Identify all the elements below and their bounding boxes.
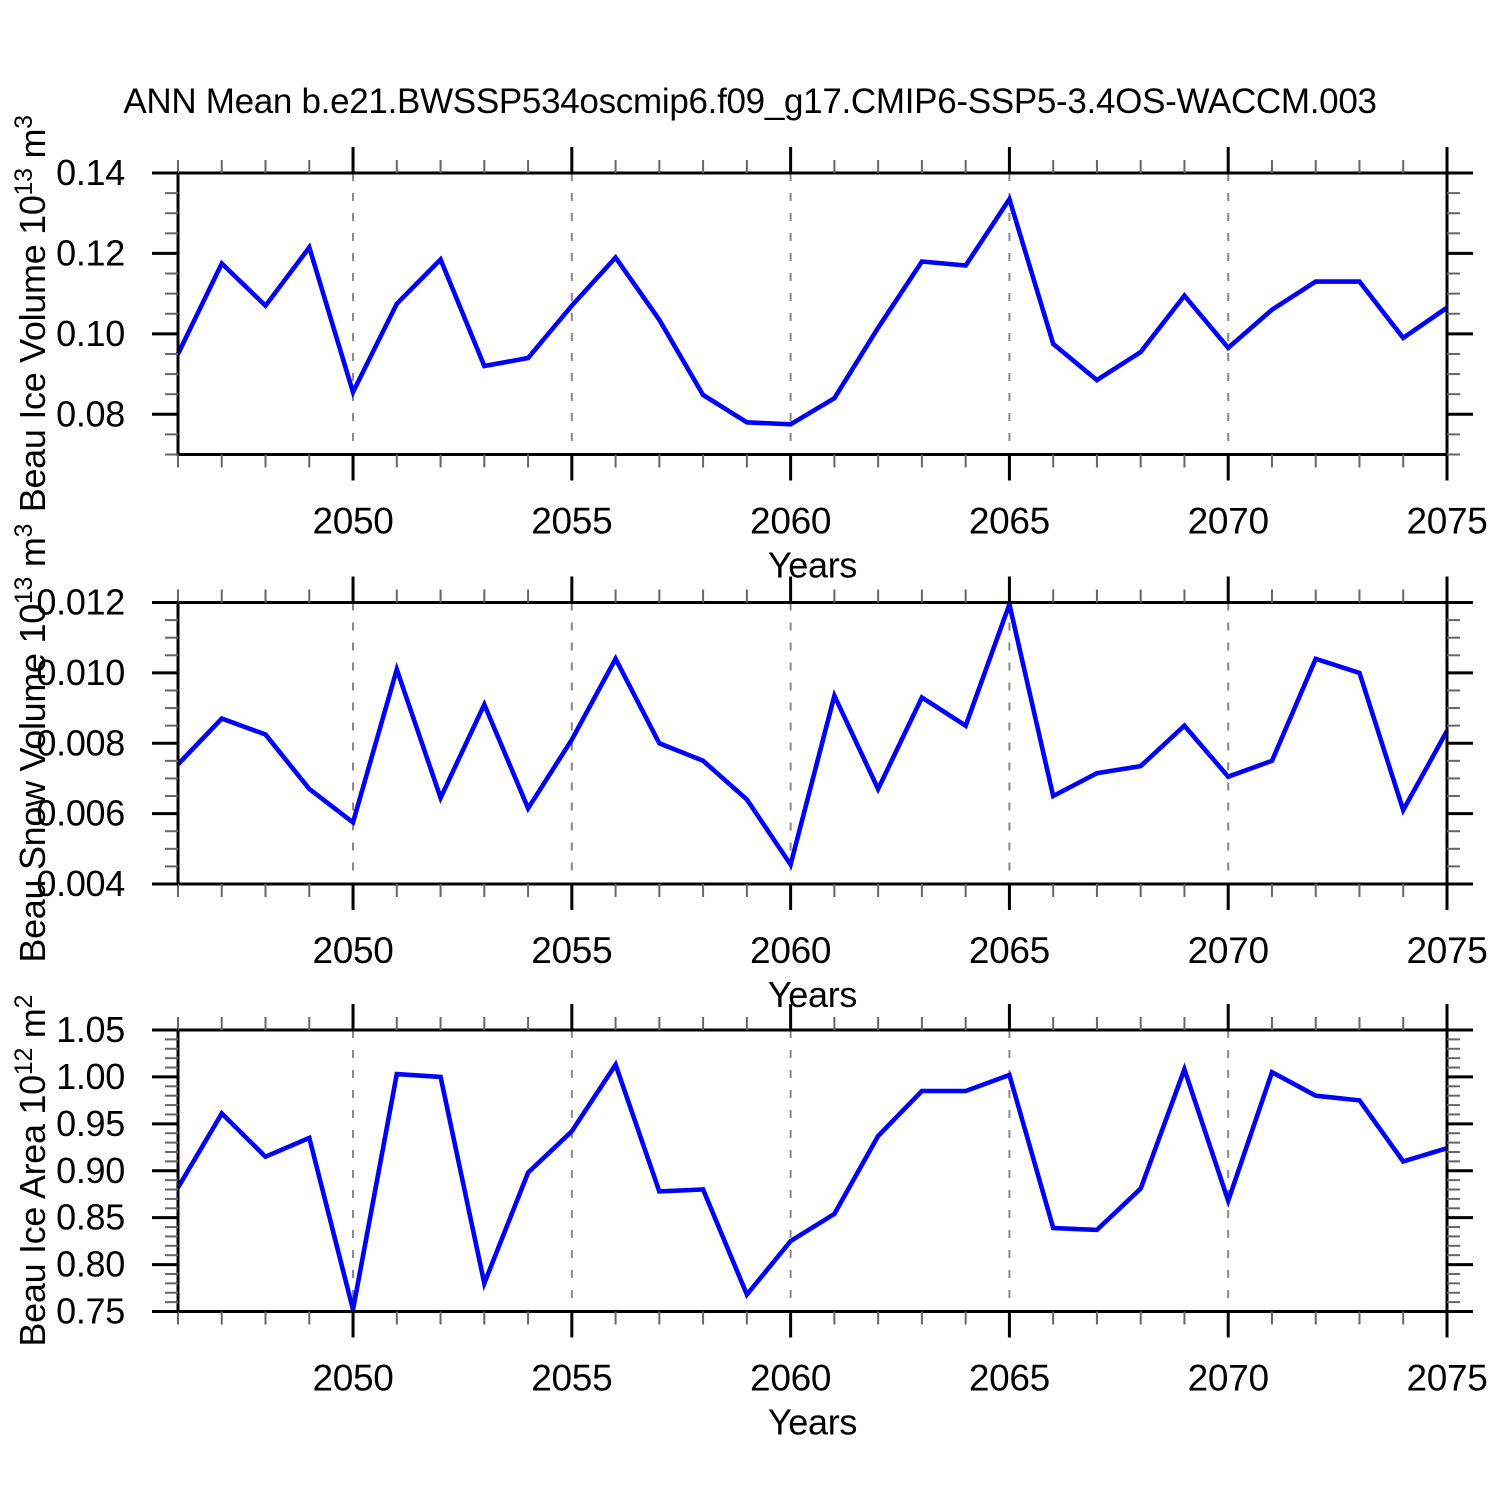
x-tick-label: 2050: [312, 501, 393, 542]
x-tick-label: 2055: [531, 501, 612, 542]
data-line-beau-snow-volume: [176, 596, 1450, 871]
x-tick-label: 2070: [1188, 501, 1269, 542]
y-axis-title: Beau Ice Area 1012 m2: [10, 995, 53, 1347]
y-axis-title: Beau Snow Volume 1013 m3: [10, 524, 53, 963]
y-tick-label: 0.008: [36, 722, 125, 763]
y-tick-label: 0.010: [36, 652, 125, 693]
y-tick-label: 0.85: [56, 1197, 125, 1238]
data-line-beau-ice-volume: [175, 193, 1449, 427]
y-tick-label: 0.08: [56, 393, 125, 434]
data-line-beau-ice-area: [176, 1059, 1448, 1321]
y-tick-label: 0.006: [36, 793, 125, 834]
x-tick-label: 2060: [750, 501, 831, 542]
x-axis-title: Years: [768, 974, 857, 1015]
x-tick-label: 2060: [750, 1358, 831, 1399]
plot-frame: [176, 601, 1449, 886]
x-tick-label: 2050: [312, 930, 393, 971]
y-tick-label: 1.05: [56, 1009, 125, 1050]
chart-beau-ice-area: 0.75 0.80 0.85 0.90 0.95 1.00 1.05 2050 2055 2060…: [10, 995, 1488, 1443]
figure-title: ANN Mean b.e21.BWSSP534oscmip6.f09_g17.C…: [123, 82, 1376, 121]
x-tick-label: 2075: [1406, 1358, 1487, 1399]
x-tick-label: 2065: [969, 930, 1050, 971]
y-tick-label: 0.10: [56, 313, 125, 354]
charts-group: 0.08 0.10 0.12 0.14 2050 2055 2060 2065 2070 2075…: [10, 115, 1488, 1442]
y-tick-label: 0.95: [56, 1103, 125, 1144]
chart-beau-snow-volume: 0.004 0.006 0.008 0.010 0.012 2050 2055 2060 206…: [10, 524, 1488, 1015]
x-axis-title: Years: [768, 545, 857, 586]
chart-beau-ice-volume: 0.08 0.10 0.12 0.14 2050 2055 2060 2065 2070 2075…: [10, 115, 1488, 585]
y-axis-title: Beau Ice Volume 1013 m3: [10, 115, 53, 512]
x-tick-label: 2055: [531, 1358, 612, 1399]
x-tick-label: 2070: [1188, 930, 1269, 971]
y-tick-label: 0.80: [56, 1244, 125, 1285]
y-tick-label: 1.00: [56, 1056, 125, 1097]
y-tick-label: 0.004: [36, 863, 125, 904]
x-tick-label: 2075: [1406, 501, 1487, 542]
y-tick-label: 0.12: [56, 232, 125, 273]
plot-frame: [176, 1028, 1449, 1313]
y-tick-label: 0.14: [56, 152, 125, 193]
x-tick-label: 2050: [312, 1358, 393, 1399]
x-axis-title: Years: [768, 1402, 857, 1443]
y-tick-label: 0.012: [36, 582, 125, 623]
y-tick-label: 0.90: [56, 1150, 125, 1191]
x-tick-label: 2070: [1188, 1358, 1269, 1399]
x-tick-label: 2075: [1406, 930, 1487, 971]
y-tick-label: 0.75: [56, 1291, 125, 1332]
x-tick-label: 2065: [969, 501, 1050, 542]
x-tick-label: 2055: [531, 930, 612, 971]
x-tick-label: 2065: [969, 1358, 1050, 1399]
x-tick-label: 2060: [750, 930, 831, 971]
